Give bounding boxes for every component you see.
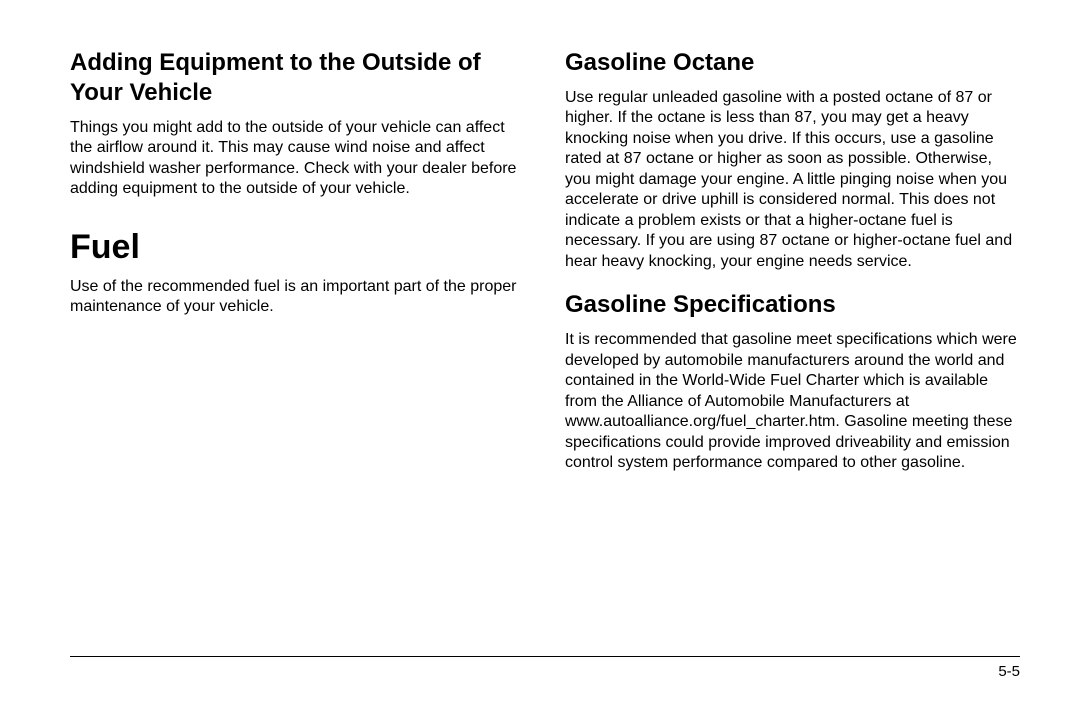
right-column: Gasoline Octane Use regular unleaded gas…	[565, 48, 1020, 488]
document-page: Adding Equipment to the Outside of Your …	[0, 0, 1080, 488]
page-number: 5-5	[70, 663, 1020, 680]
body-gasoline-octane: Use regular unleaded gasoline with a pos…	[565, 88, 1020, 272]
body-gasoline-specs: It is recommended that gasoline meet spe…	[565, 330, 1020, 473]
heading-gasoline-octane: Gasoline Octane	[565, 48, 1020, 78]
heading-gasoline-specs: Gasoline Specifications	[565, 290, 1020, 320]
heading-fuel: Fuel	[70, 228, 525, 267]
body-adding-equipment: Things you might add to the outside of y…	[70, 118, 525, 200]
page-footer: 5-5	[70, 656, 1020, 680]
left-column: Adding Equipment to the Outside of Your …	[70, 48, 525, 488]
footer-rule	[70, 656, 1020, 657]
heading-adding-equipment: Adding Equipment to the Outside of Your …	[70, 48, 525, 108]
body-fuel: Use of the recommended fuel is an import…	[70, 277, 525, 318]
